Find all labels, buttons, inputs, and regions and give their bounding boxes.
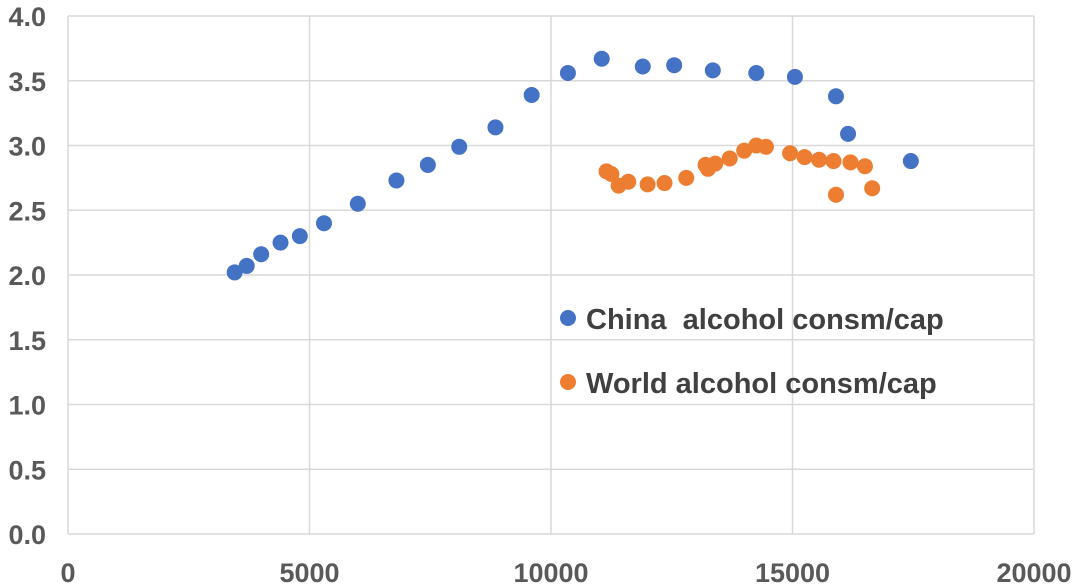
data-point-china (634, 58, 651, 75)
data-point-china (666, 57, 683, 74)
data-point-world (757, 138, 774, 155)
data-point-world (796, 149, 813, 166)
data-point-world (782, 145, 799, 162)
data-point-world (842, 154, 859, 171)
x-tick-label: 5000 (279, 558, 339, 585)
x-tick-label: 20000 (996, 558, 1071, 585)
data-point-world (825, 153, 842, 170)
y-tick-label: 0.5 (8, 455, 46, 485)
data-point-china (902, 153, 919, 170)
data-point-china (253, 246, 270, 263)
x-tick-label: 0 (60, 558, 75, 585)
data-point-world (707, 155, 724, 172)
y-tick-label: 2.5 (8, 196, 46, 226)
data-point-china (559, 64, 576, 81)
data-point-china (226, 264, 243, 281)
data-point-china (840, 125, 857, 142)
legend-label-world: World alcohol consm/cap (586, 368, 937, 400)
data-point-world (603, 165, 620, 182)
data-point-world (678, 169, 695, 186)
data-point-china (593, 50, 610, 67)
data-point-world (620, 173, 637, 190)
data-point-world (856, 158, 873, 175)
data-point-world (827, 186, 844, 203)
data-point-china (748, 64, 765, 81)
y-axis-ticks: 0.0 0.5 1.0 1.5 2.0 2.5 3.0 3.5 4.0 (8, 2, 46, 550)
y-tick-label: 2.0 (8, 261, 46, 291)
data-point-world (811, 151, 828, 168)
y-tick-label: 1.0 (8, 391, 46, 421)
y-tick-label: 3.5 (8, 67, 46, 97)
data-point-china (272, 234, 289, 251)
x-tick-label: 10000 (513, 558, 588, 585)
x-tick-label: 15000 (755, 558, 830, 585)
legend-marker-china (560, 310, 576, 326)
data-point-china (388, 172, 405, 189)
data-point-china (419, 156, 436, 173)
data-point-china (238, 257, 255, 274)
data-point-china (451, 138, 468, 155)
data-point-china (315, 215, 332, 232)
x-axis-ticks: 0 5000 10000 15000 20000 (60, 558, 1071, 585)
data-point-world (656, 175, 673, 192)
y-tick-label: 1.5 (8, 326, 46, 356)
legend: China alcohol consm/cap World alcohol co… (560, 304, 944, 400)
data-point-china (827, 88, 844, 105)
data-point-china (487, 119, 504, 136)
data-point-world (721, 150, 738, 167)
data-point-china (704, 62, 721, 79)
legend-marker-world (560, 374, 576, 390)
y-tick-label: 4.0 (8, 2, 46, 32)
y-tick-label: 0.0 (8, 520, 46, 550)
data-point-world (864, 180, 881, 197)
data-point-world (639, 176, 656, 193)
data-point-china (291, 228, 308, 245)
gridlines (67, 15, 1035, 535)
data-points (226, 50, 919, 281)
legend-label-china: China alcohol consm/cap (586, 304, 944, 336)
data-point-world (736, 142, 753, 159)
data-point-china (786, 68, 803, 85)
data-point-china (523, 86, 540, 103)
y-tick-label: 3.0 (8, 132, 46, 162)
data-point-china (349, 195, 366, 212)
